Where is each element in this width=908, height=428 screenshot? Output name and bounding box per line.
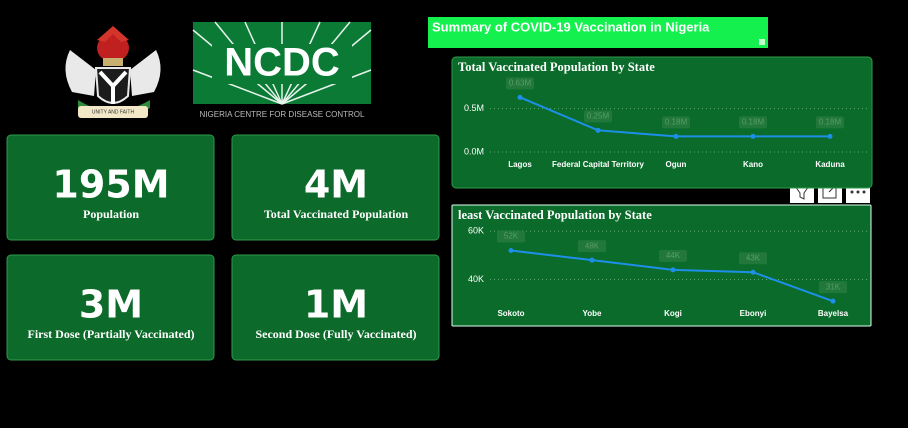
kpi-card bbox=[231, 254, 440, 361]
point bbox=[589, 257, 595, 263]
y-tick-label: 60K bbox=[468, 226, 484, 236]
data-label: 0.18M bbox=[742, 117, 765, 126]
page-title: Summary of COVID-19 Vaccination in Niger… bbox=[432, 19, 710, 34]
x-tick-label: Sokoto bbox=[497, 309, 524, 318]
data-label: 31K bbox=[826, 282, 841, 291]
chart-panel bbox=[451, 204, 872, 327]
title-box bbox=[428, 17, 768, 48]
chart-title: Total Vaccinated Population by State bbox=[458, 60, 655, 74]
point bbox=[750, 269, 756, 275]
y-tick-label: 0.5M bbox=[464, 103, 484, 113]
chart-title: least Vaccinated Population by State bbox=[458, 208, 652, 222]
data-label: 43K bbox=[746, 253, 761, 262]
data-label-bg bbox=[739, 116, 767, 129]
x-tick-label: Ogun bbox=[666, 160, 687, 169]
point bbox=[508, 248, 514, 254]
kpi-card bbox=[6, 254, 215, 361]
data-label: 44K bbox=[666, 251, 681, 260]
data-label: 0.18M bbox=[665, 117, 688, 126]
x-tick-label: Bayelsa bbox=[818, 309, 849, 318]
point bbox=[595, 127, 601, 133]
point bbox=[673, 133, 679, 139]
resize-handle bbox=[759, 39, 765, 45]
data-label-bg bbox=[578, 240, 606, 253]
x-tick-label: Ebonyi bbox=[740, 309, 767, 318]
kpi-card bbox=[6, 134, 215, 241]
x-tick-label: Federal Capital Territory bbox=[552, 160, 644, 169]
data-label-bg bbox=[506, 77, 534, 90]
data-label: 0.25M bbox=[587, 111, 610, 120]
data-label-bg bbox=[659, 249, 687, 262]
coat-of-arms: UNITY AND FAITH bbox=[65, 26, 161, 118]
kpi-value: 4M bbox=[304, 163, 368, 207]
point bbox=[830, 298, 836, 304]
kpi-label: Total Vaccinated Population bbox=[264, 207, 409, 221]
logo-subtitle: NIGERIA CENTRE FOR DISEASE CONTROL bbox=[200, 110, 365, 119]
data-label: 52K bbox=[504, 232, 519, 241]
x-tick-label: Lagos bbox=[508, 160, 532, 169]
y-tick-label: 40K bbox=[468, 274, 484, 284]
kpi-label: First Dose (Partially Vaccinated) bbox=[28, 327, 195, 341]
kpi-card bbox=[231, 134, 440, 241]
kpi-label: Population bbox=[83, 207, 139, 221]
kpi-label: Second Dose (Fully Vaccinated) bbox=[255, 327, 416, 341]
y-tick-label: 0.0M bbox=[464, 146, 484, 156]
data-label-bg bbox=[584, 110, 612, 123]
data-label-bg bbox=[819, 281, 847, 294]
data-label: 0.63M bbox=[509, 78, 532, 87]
data-label-bg bbox=[739, 252, 767, 265]
point bbox=[750, 133, 756, 139]
point bbox=[517, 94, 523, 100]
ncdc-logo: NCDC NIGERIA CENTRE FOR DISEASE CONTROL bbox=[192, 21, 372, 119]
motto: UNITY AND FAITH bbox=[92, 109, 135, 115]
data-label-bg bbox=[497, 230, 525, 243]
data-label-bg bbox=[662, 116, 690, 129]
x-tick-label: Yobe bbox=[583, 309, 603, 318]
point bbox=[827, 133, 833, 139]
point bbox=[670, 267, 676, 273]
kpi-value: 3M bbox=[79, 283, 143, 327]
kpi-value: 1M bbox=[304, 283, 368, 327]
data-label: 48K bbox=[585, 241, 600, 250]
data-label: 0.18M bbox=[819, 117, 842, 126]
logo-text: NCDC bbox=[224, 41, 340, 85]
x-tick-label: Kogi bbox=[664, 309, 682, 318]
data-label-bg bbox=[816, 116, 844, 129]
kpi-value: 195M bbox=[52, 163, 169, 207]
x-tick-label: Kaduna bbox=[815, 160, 845, 169]
x-tick-label: Kano bbox=[743, 160, 763, 169]
